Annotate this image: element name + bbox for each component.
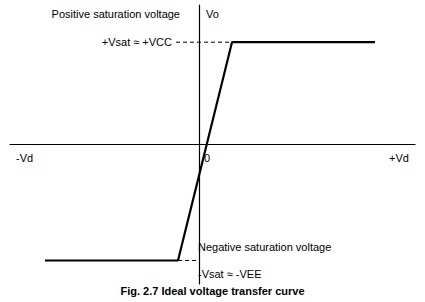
svg-text:-Vsat ≈ -VEE: -Vsat ≈ -VEE: [198, 268, 262, 280]
svg-text:Negative saturation voltage: Negative saturation voltage: [198, 241, 331, 253]
svg-text:+Vsat ≈ +VCC: +Vsat ≈ +VCC: [102, 36, 172, 48]
svg-text:Positive saturation voltage: Positive saturation voltage: [52, 8, 180, 20]
svg-text:+Vd: +Vd: [389, 152, 409, 164]
svg-text:Vo: Vo: [206, 8, 219, 20]
svg-text:Fig. 2.7 Ideal voltage transfe: Fig. 2.7 Ideal voltage transfer curve: [120, 285, 304, 297]
svg-text:-Vd: -Vd: [16, 152, 33, 164]
svg-text:0: 0: [204, 152, 210, 164]
